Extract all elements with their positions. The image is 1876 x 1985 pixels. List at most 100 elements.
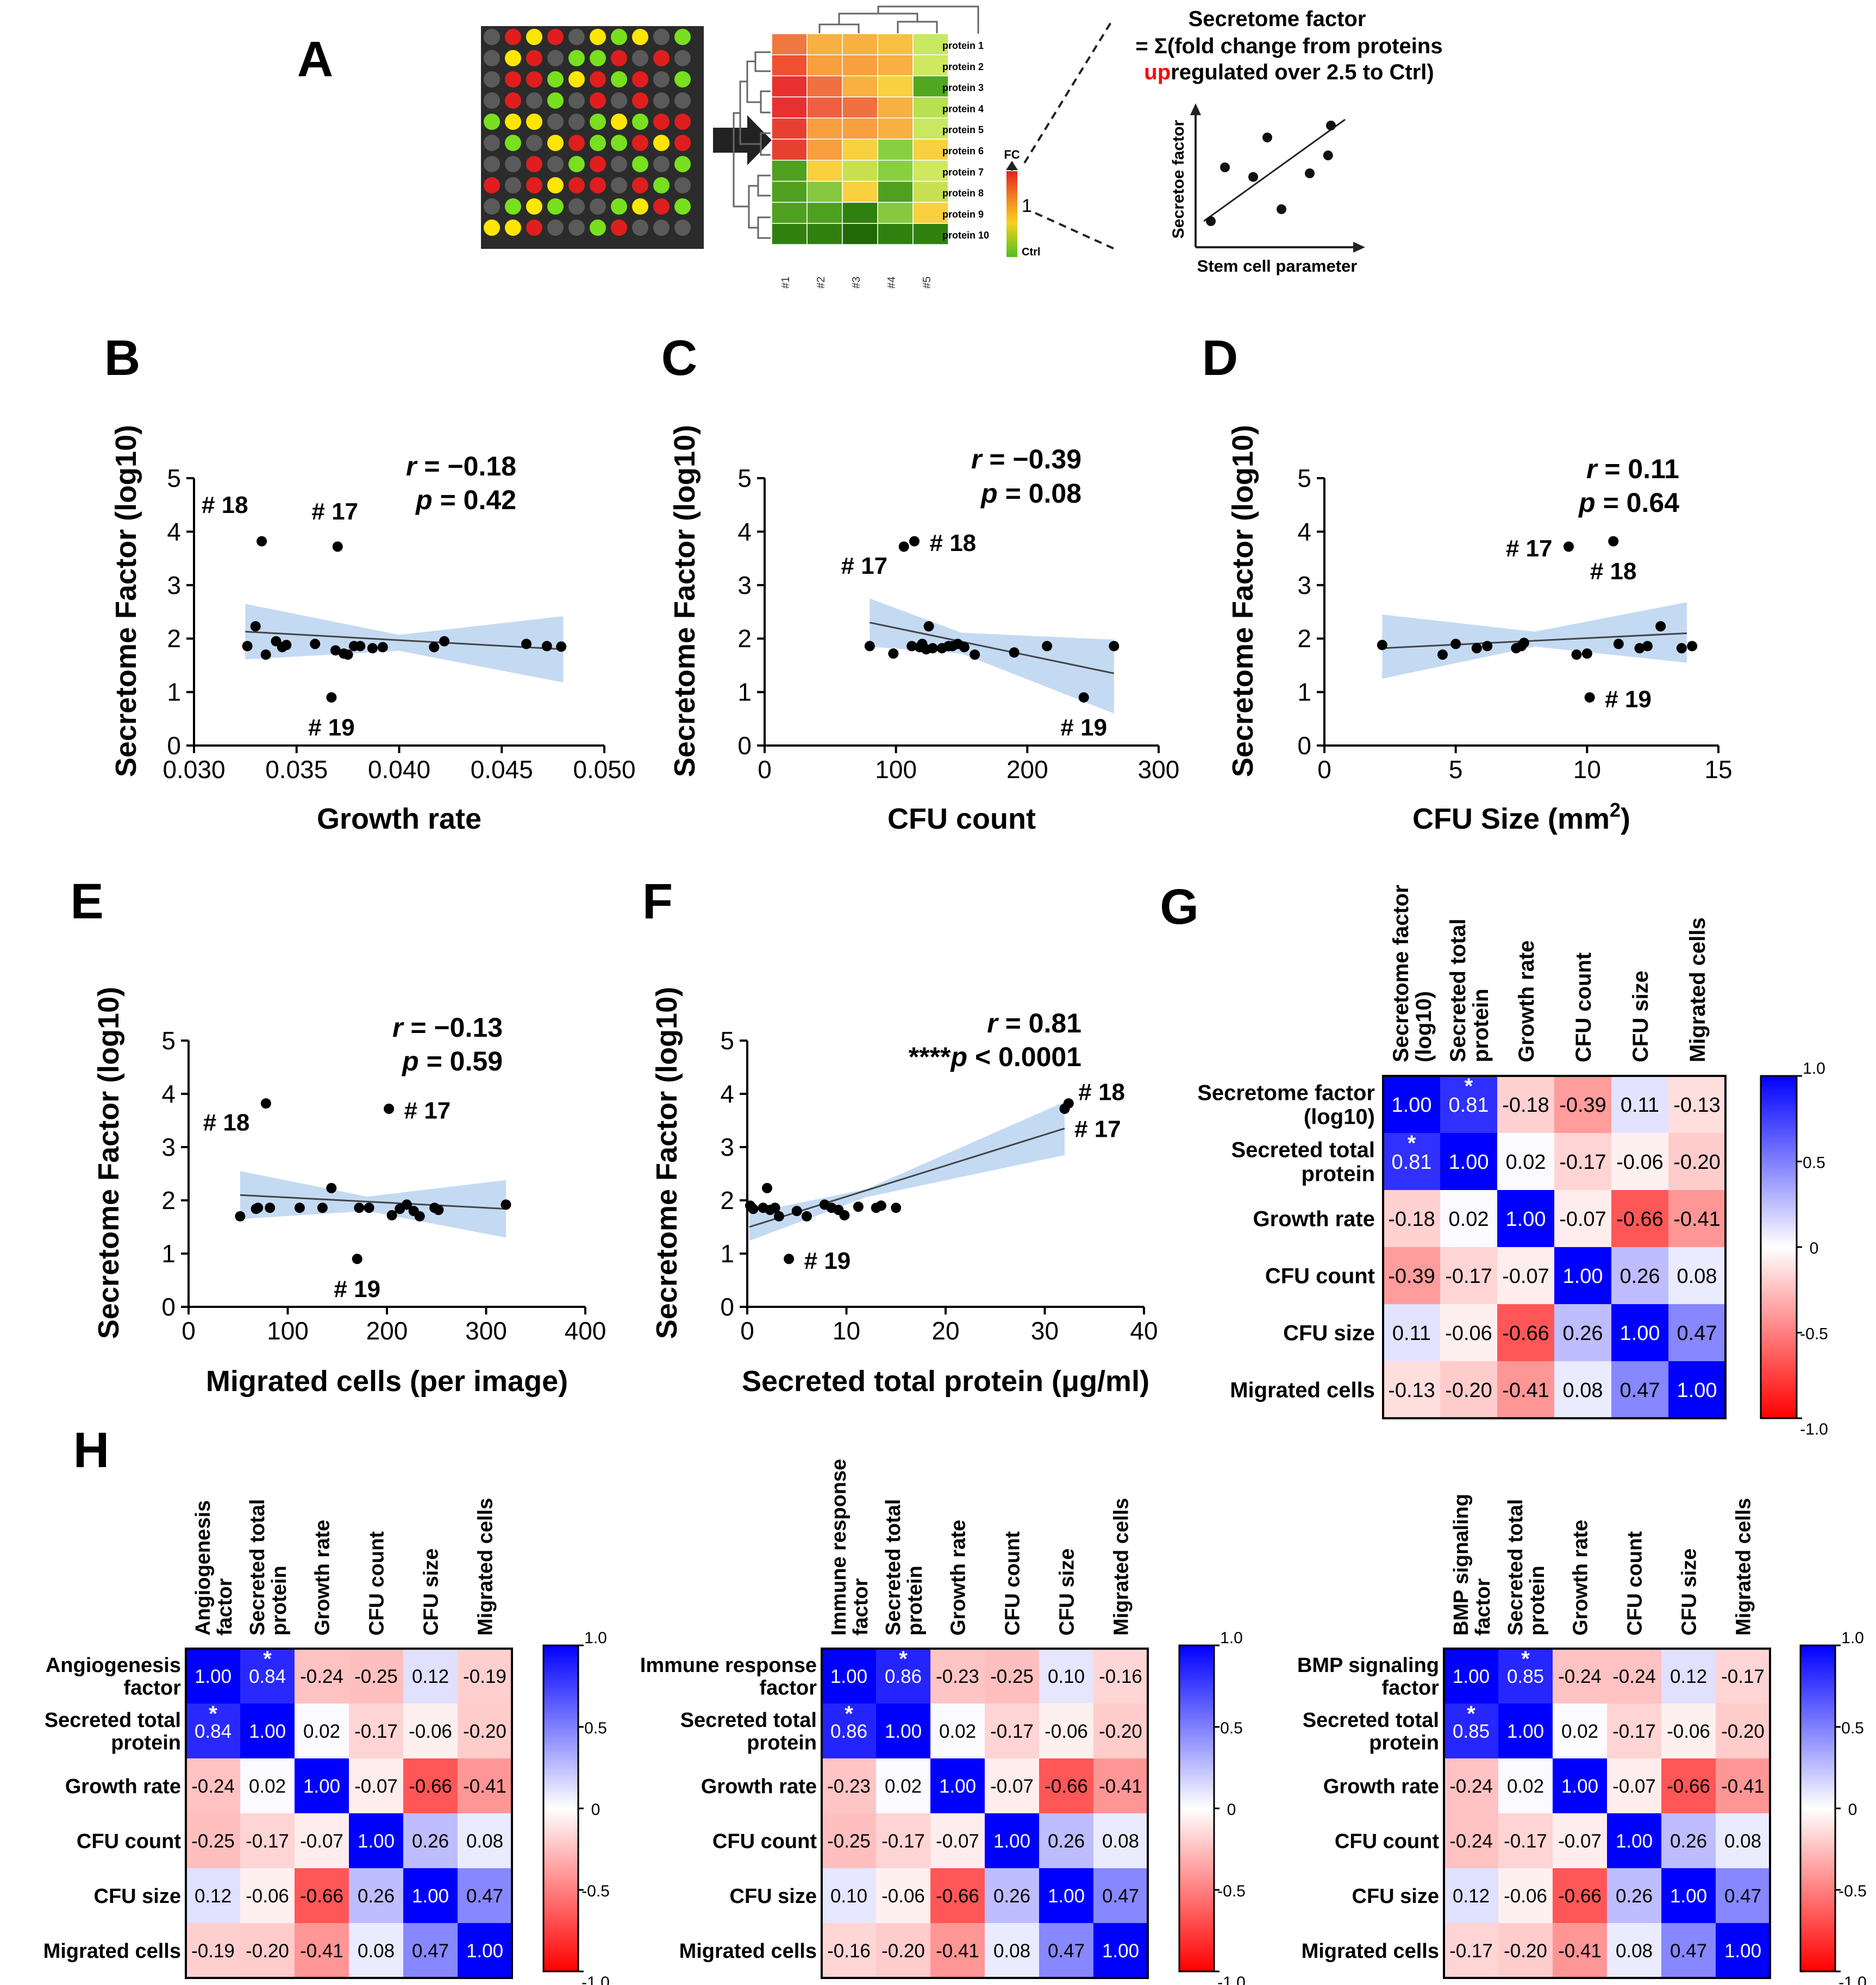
expression-cell	[912, 75, 949, 98]
heatmap-value: 0.02	[1449, 1208, 1489, 1231]
column-label: CFU count	[1002, 1531, 1024, 1636]
array-dot	[674, 177, 691, 193]
array-dot	[547, 156, 564, 172]
heatmap-cell	[186, 1923, 240, 1978]
data-point	[1109, 641, 1120, 652]
heatmap-cell	[1497, 1190, 1554, 1247]
array-dot	[505, 71, 521, 87]
array-dot	[611, 50, 627, 66]
heatmap-value: -0.39	[1559, 1094, 1606, 1117]
heatmap-value: 0.26	[1670, 1831, 1707, 1852]
array-dot	[568, 114, 585, 130]
data-point	[1571, 649, 1582, 660]
array-dot	[590, 50, 606, 66]
array-dot	[632, 71, 648, 87]
protein-label: protein 9	[942, 209, 984, 220]
heatmap-value: 0.26	[358, 1886, 395, 1907]
panel-letter: G	[1160, 879, 1199, 935]
stat-r-value: = 0.11	[1597, 454, 1679, 484]
array-dot	[505, 29, 521, 45]
column-label: CFU count	[1572, 953, 1596, 1062]
heatmap-value: -0.07	[300, 1831, 343, 1852]
column-label: Growth rate	[947, 1520, 970, 1636]
data-point	[864, 641, 875, 652]
heatmap-value: 0.02	[1561, 1721, 1598, 1742]
heatmap-value: -0.07	[1502, 1265, 1549, 1288]
heatmap-value: -0.25	[191, 1831, 235, 1852]
point-annotation: # 18	[1078, 1079, 1125, 1106]
data-point	[235, 1211, 246, 1222]
data-point	[898, 541, 909, 552]
significance-star: *	[845, 1702, 853, 1726]
heatmap-cell	[822, 1923, 876, 1978]
heatmap-value: -0.20	[1445, 1379, 1492, 1402]
expression-cell	[877, 96, 914, 118]
heatmap-cell	[349, 1704, 403, 1758]
data-point	[888, 648, 899, 659]
heatmap-cell	[186, 1868, 240, 1923]
heatmap-value: 0.08	[1677, 1265, 1717, 1288]
row-label: Migrated cells	[679, 1940, 817, 1963]
heatmap-value: -0.19	[191, 1940, 235, 1962]
heatmap-cell	[1611, 1133, 1668, 1190]
formula-title: Secretome factor	[1189, 7, 1366, 31]
heatmap-cell	[295, 1923, 349, 1978]
expression-cell	[806, 117, 843, 140]
data-point	[784, 1254, 795, 1264]
array-dot	[484, 156, 500, 172]
array-dot	[547, 50, 564, 66]
heatmap-value: 1.00	[1620, 1322, 1660, 1345]
data-point	[521, 638, 532, 649]
data-point	[253, 1203, 264, 1213]
schematic-y-arrow-icon	[1190, 103, 1201, 115]
data-point	[556, 641, 567, 652]
colorbar-label: 0	[1848, 1801, 1858, 1819]
heatmap-cell	[349, 1923, 403, 1978]
colorbar-label: 0.5	[584, 1719, 607, 1737]
heatmap-cell	[1607, 1813, 1661, 1868]
row-label: CFU size	[94, 1885, 181, 1908]
heatmap-cell	[1093, 1923, 1148, 1978]
column-label: Growth rate	[1515, 941, 1539, 1062]
column-label: Secreted total	[246, 1499, 269, 1636]
heatmap-border	[821, 1648, 1149, 1979]
heatmap-value: -0.20	[463, 1721, 506, 1742]
panel-letter: E	[70, 874, 103, 929]
heatmap-cell	[1440, 1190, 1497, 1247]
stat-r-symbol: r	[971, 444, 983, 474]
colorbar-label: 0.5	[1220, 1719, 1243, 1737]
array-dot	[526, 114, 542, 130]
expression-cell	[771, 117, 808, 140]
row-label: CFU size	[730, 1885, 817, 1908]
heatmap-cell	[1716, 1868, 1770, 1923]
heatmap-value: 0.47	[1724, 1886, 1761, 1907]
schematic-point	[1326, 121, 1336, 130]
array-dot	[611, 156, 627, 172]
y-tick-label: 4	[737, 517, 752, 546]
panel-letter: H	[73, 1423, 109, 1478]
expression-cell	[877, 180, 914, 203]
heatmap-cell	[1611, 1076, 1668, 1133]
expression-cell	[842, 139, 878, 161]
column-label: Secretome factor	[1389, 885, 1413, 1062]
heatmap-cell	[822, 1813, 876, 1868]
heatmap-value: -0.06	[1045, 1721, 1088, 1742]
heatmap-cell	[1554, 1247, 1611, 1304]
heatmap-cell	[930, 1758, 985, 1813]
panel-h-bmp-heatmap: 1.00 0.85 -0.24 -0.24 0.12 -0.170.85 1.00 0.02-…	[1297, 1494, 1867, 1985]
heatmap-value: 0.02	[939, 1721, 976, 1742]
array-dot	[484, 71, 500, 87]
heatmap-value: 1.00	[303, 1776, 340, 1797]
heatmap-cell	[1661, 1868, 1716, 1923]
heatmap-cell	[822, 1868, 876, 1923]
expression-cell	[842, 180, 878, 203]
array-dot	[674, 92, 691, 109]
heatmap-value: -0.18	[1388, 1208, 1435, 1231]
expression-cell	[806, 202, 843, 224]
y-tick-label: 1	[1297, 678, 1311, 706]
array-dot	[590, 198, 606, 215]
y-tick-label: 3	[737, 571, 752, 599]
heatmap-cell	[1498, 1704, 1553, 1758]
colorbar-label: 0.5	[1841, 1719, 1864, 1737]
